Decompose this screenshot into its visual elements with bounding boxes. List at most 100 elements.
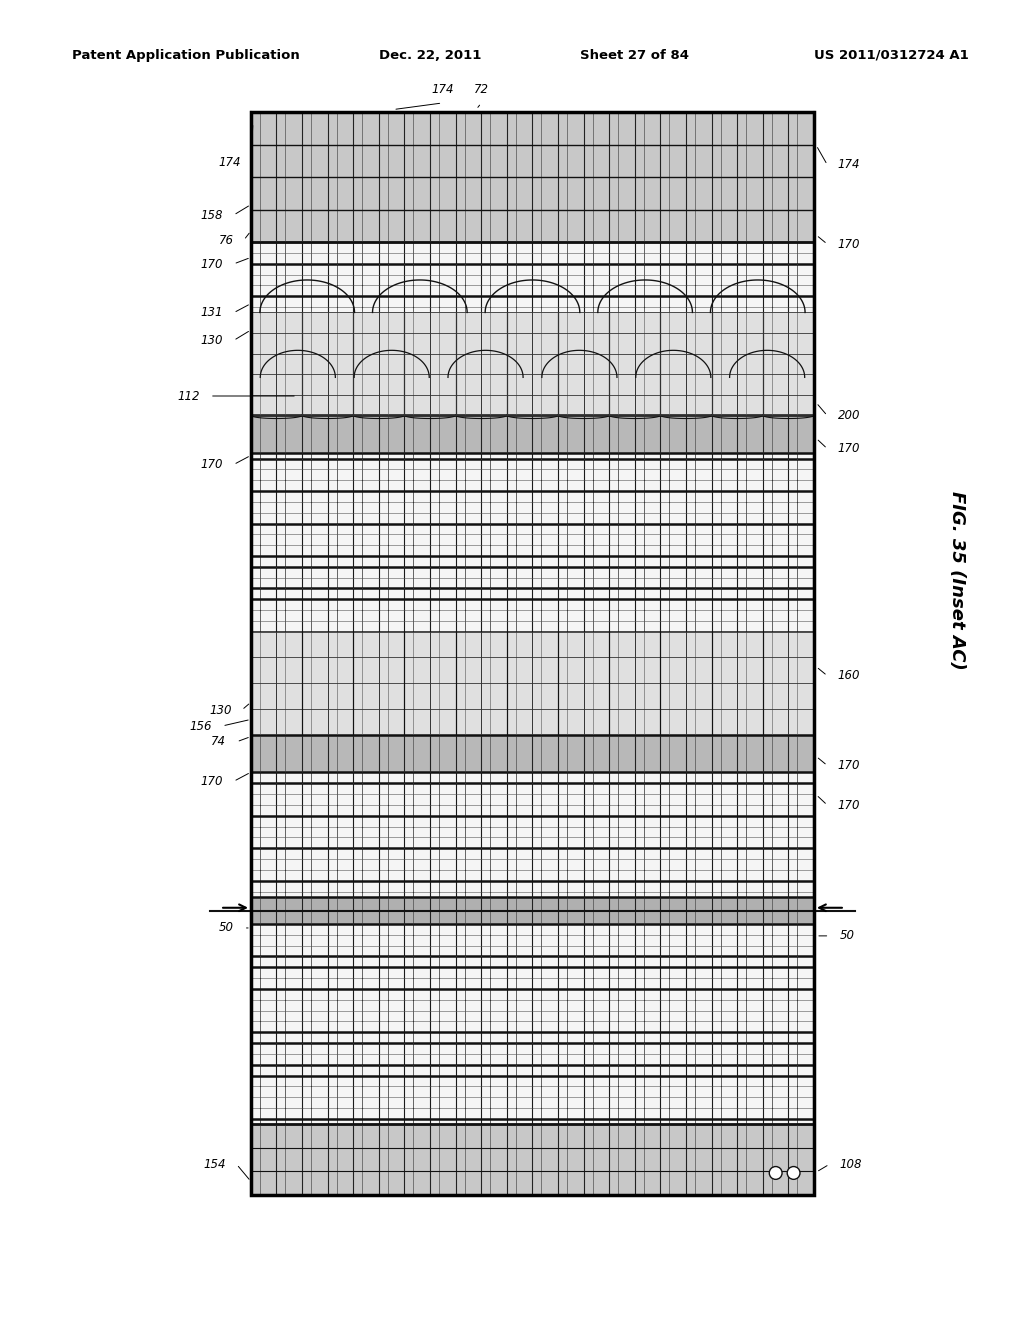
Point	[457, 383, 473, 404]
Point	[345, 968, 361, 989]
Point	[499, 405, 515, 426]
Point	[610, 297, 627, 318]
Point	[508, 1097, 524, 1118]
Point	[764, 383, 780, 404]
Point	[550, 664, 566, 685]
Point	[371, 664, 387, 685]
Point	[499, 880, 515, 902]
Point	[790, 362, 806, 383]
Point	[662, 838, 678, 859]
Point	[713, 513, 729, 535]
Point	[345, 405, 361, 426]
Point	[473, 599, 489, 620]
Point	[713, 447, 729, 469]
Point	[780, 513, 797, 535]
Point	[396, 946, 413, 968]
Point	[406, 968, 422, 989]
Point	[610, 946, 627, 968]
Point	[610, 880, 627, 902]
Point	[524, 578, 541, 599]
Point	[713, 275, 729, 296]
Point	[662, 968, 678, 989]
Point	[278, 123, 294, 144]
Point	[303, 297, 319, 318]
Point	[534, 297, 550, 318]
Point	[524, 989, 541, 1010]
Point	[610, 210, 627, 231]
Point	[473, 1055, 489, 1076]
Point	[508, 339, 524, 360]
Point	[508, 535, 524, 556]
Point	[354, 447, 371, 469]
Point	[294, 1011, 310, 1032]
Point	[713, 880, 729, 902]
Point	[806, 275, 822, 296]
Point	[422, 664, 438, 685]
Point	[303, 1097, 319, 1118]
Point	[396, 599, 413, 620]
Point	[678, 989, 694, 1010]
Point	[550, 362, 566, 383]
Point	[559, 903, 575, 924]
Point	[354, 1076, 371, 1097]
Point	[319, 231, 336, 252]
Point	[406, 275, 422, 296]
Point	[303, 686, 319, 708]
Point	[550, 968, 566, 989]
Point	[345, 599, 361, 620]
Point	[790, 946, 806, 968]
Point	[499, 1140, 515, 1162]
Point	[380, 383, 396, 404]
Point	[585, 1140, 601, 1162]
Point	[559, 231, 575, 252]
Point	[550, 816, 566, 837]
Point	[329, 795, 345, 816]
Point	[678, 297, 694, 318]
Point	[550, 1184, 566, 1205]
Point	[508, 708, 524, 729]
Point	[380, 1076, 396, 1097]
Point	[499, 275, 515, 296]
Point	[687, 470, 703, 491]
Point	[678, 556, 694, 577]
Point	[534, 339, 550, 360]
Point	[764, 426, 780, 447]
Point	[662, 535, 678, 556]
Point	[354, 1184, 371, 1205]
Point	[354, 102, 371, 123]
Point	[252, 362, 268, 383]
Point	[524, 664, 541, 685]
Point	[534, 231, 550, 252]
Point	[371, 643, 387, 664]
Point	[559, 210, 575, 231]
Point	[729, 556, 745, 577]
Point	[627, 447, 643, 469]
Point	[550, 426, 566, 447]
Point	[790, 838, 806, 859]
Point	[764, 795, 780, 816]
Point	[550, 1032, 566, 1053]
Point	[371, 102, 387, 123]
Point	[294, 297, 310, 318]
Point	[508, 102, 524, 123]
Point	[371, 795, 387, 816]
Point	[652, 210, 669, 231]
Point	[268, 989, 285, 1010]
Point	[508, 1011, 524, 1032]
Point	[738, 1163, 755, 1184]
Point	[319, 838, 336, 859]
Point	[431, 253, 447, 275]
Point	[345, 189, 361, 210]
Point	[559, 816, 575, 837]
Point	[371, 599, 387, 620]
Point	[559, 102, 575, 123]
Point	[559, 1119, 575, 1140]
Point	[278, 578, 294, 599]
Point	[329, 946, 345, 968]
Point	[790, 1119, 806, 1140]
Point	[431, 859, 447, 880]
Point	[585, 383, 601, 404]
Point	[534, 1097, 550, 1118]
Point	[431, 1163, 447, 1184]
Point	[780, 231, 797, 252]
